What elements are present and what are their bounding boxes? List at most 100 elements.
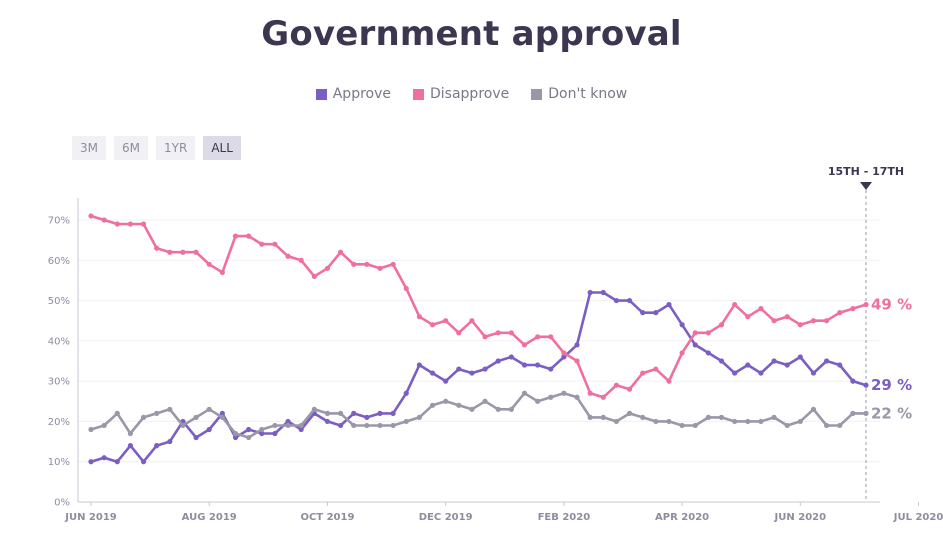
data-point-don-t-know xyxy=(784,422,790,429)
data-point-don-t-know xyxy=(718,414,725,420)
data-point-approve xyxy=(679,322,685,328)
data-point-don-t-know xyxy=(640,414,646,420)
legend: Approve Disapprove Don't know xyxy=(0,86,943,102)
end-label-don-t-know: 22 % xyxy=(871,404,912,422)
data-point-approve xyxy=(692,342,698,348)
data-point-disapprove xyxy=(285,253,291,259)
legend-label-disapprove: Disapprove xyxy=(430,86,510,102)
data-point-don-t-know xyxy=(285,422,291,429)
legend-label-dont-know: Don't know xyxy=(548,86,628,102)
data-point-don-t-know xyxy=(311,406,317,412)
data-point-don-t-know xyxy=(259,426,265,433)
data-point-don-t-know xyxy=(850,410,856,416)
data-point-disapprove xyxy=(429,322,436,328)
data-point-don-t-know xyxy=(193,414,199,420)
data-point-approve xyxy=(298,426,304,433)
data-point-don-t-know xyxy=(219,414,225,420)
data-point-disapprove xyxy=(587,390,593,396)
data-point-disapprove xyxy=(88,213,94,219)
data-point-disapprove xyxy=(390,261,396,267)
data-point-approve xyxy=(784,362,790,368)
y-tick-label: 20% xyxy=(48,417,70,428)
data-point-don-t-know xyxy=(127,430,134,437)
y-tick-label: 50% xyxy=(48,296,70,307)
data-point-approve xyxy=(127,443,134,449)
data-point-don-t-know xyxy=(429,402,436,408)
data-point-disapprove xyxy=(206,261,212,267)
y-tick-label: 10% xyxy=(48,457,70,468)
data-point-disapprove xyxy=(692,330,698,336)
data-point-approve xyxy=(167,438,173,445)
end-label-disapprove: 49 % xyxy=(871,296,912,314)
data-point-don-t-know xyxy=(626,410,633,416)
data-point-don-t-know xyxy=(613,418,620,425)
data-point-don-t-know xyxy=(206,406,212,412)
data-point-disapprove xyxy=(666,378,672,384)
data-point-approve xyxy=(443,378,449,384)
legend-swatch-dont-know xyxy=(531,88,543,100)
data-point-approve xyxy=(285,418,291,425)
legend-swatch-disapprove xyxy=(413,88,424,100)
data-point-approve xyxy=(521,362,528,368)
legend-item-dont-know[interactable]: Don't know xyxy=(531,86,627,102)
data-point-disapprove xyxy=(101,217,107,223)
data-point-approve xyxy=(718,358,725,364)
data-point-approve xyxy=(600,289,606,296)
end-label-approve: 29 % xyxy=(871,376,912,394)
range-button-3m[interactable]: 3M xyxy=(72,136,106,160)
data-point-don-t-know xyxy=(180,422,186,429)
data-point-approve xyxy=(101,455,107,461)
current-marker-label: 15TH - 17TH xyxy=(828,165,904,178)
data-point-approve xyxy=(206,426,212,433)
data-point-disapprove xyxy=(823,318,830,324)
data-point-disapprove xyxy=(810,318,817,324)
data-point-approve xyxy=(613,297,620,304)
data-point-disapprove xyxy=(272,241,278,247)
data-point-disapprove xyxy=(154,245,160,251)
data-point-disapprove xyxy=(863,302,869,308)
range-buttons: 3M 6M 1YR ALL xyxy=(72,136,241,160)
x-tick-label: AUG 2019 xyxy=(182,512,237,523)
data-point-approve xyxy=(640,310,646,316)
data-point-don-t-know xyxy=(232,430,239,437)
data-point-disapprove xyxy=(679,350,685,356)
y-tick-label: 30% xyxy=(48,377,70,388)
data-point-don-t-know xyxy=(246,434,252,441)
x-tick-label: OCT 2019 xyxy=(300,512,354,523)
data-point-approve xyxy=(193,434,199,441)
data-point-don-t-know xyxy=(114,410,120,416)
data-point-disapprove xyxy=(337,249,344,255)
data-point-approve xyxy=(535,362,541,368)
legend-item-disapprove[interactable]: Disapprove xyxy=(413,86,509,102)
data-point-don-t-know xyxy=(456,402,462,408)
current-marker-triangle xyxy=(860,182,872,190)
legend-label-approve: Approve xyxy=(332,86,391,102)
data-point-disapprove xyxy=(613,382,620,388)
data-point-don-t-know xyxy=(797,418,803,425)
range-button-6m[interactable]: 6M xyxy=(114,136,148,160)
range-button-all[interactable]: ALL xyxy=(203,136,241,160)
data-point-approve xyxy=(456,366,462,372)
data-point-approve xyxy=(561,354,567,360)
data-point-don-t-know xyxy=(377,422,383,429)
data-point-disapprove xyxy=(377,265,383,271)
data-point-approve xyxy=(745,362,751,368)
legend-item-approve[interactable]: Approve xyxy=(315,86,391,102)
data-point-disapprove xyxy=(718,322,725,328)
data-point-don-t-know xyxy=(666,418,672,425)
data-point-don-t-know xyxy=(154,410,160,416)
data-point-approve xyxy=(732,370,738,376)
data-point-don-t-know xyxy=(508,406,514,412)
data-point-don-t-know xyxy=(810,406,817,412)
data-point-disapprove xyxy=(298,257,304,263)
data-point-disapprove xyxy=(364,261,370,267)
range-button-1yr[interactable]: 1YR xyxy=(156,136,196,160)
data-point-approve xyxy=(88,459,94,465)
data-point-approve xyxy=(246,426,252,433)
data-point-approve xyxy=(377,410,383,416)
data-point-don-t-know xyxy=(390,422,396,429)
data-point-disapprove xyxy=(600,394,606,400)
data-point-disapprove xyxy=(535,334,541,340)
data-point-don-t-know xyxy=(140,414,147,420)
